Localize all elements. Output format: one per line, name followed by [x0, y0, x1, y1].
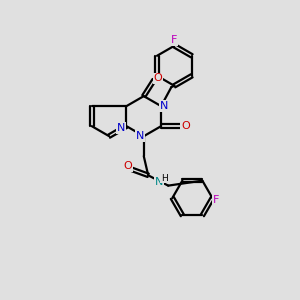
Text: N: N [136, 131, 144, 141]
Text: N: N [117, 123, 125, 133]
Text: F: F [213, 195, 220, 205]
Text: H: H [161, 174, 167, 183]
Text: O: O [123, 161, 132, 172]
Text: N: N [160, 101, 168, 111]
Text: F: F [171, 35, 178, 46]
Text: N: N [154, 177, 163, 187]
Text: O: O [154, 74, 163, 83]
Text: O: O [181, 121, 190, 131]
